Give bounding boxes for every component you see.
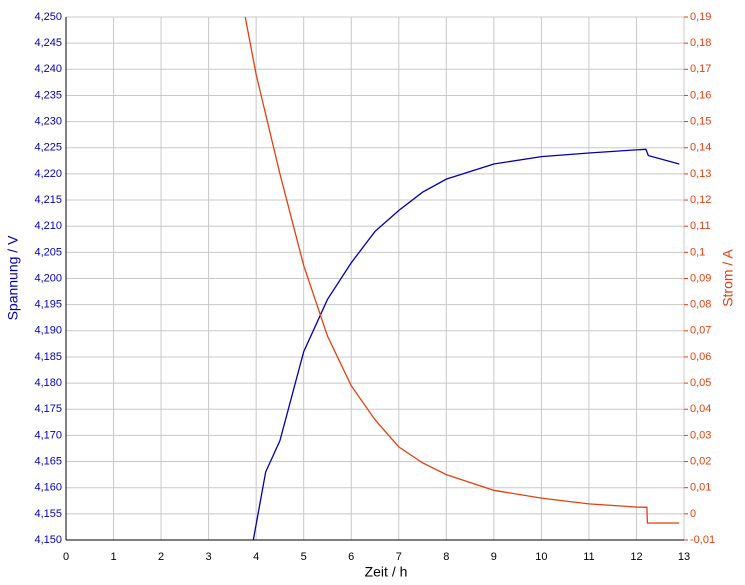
x-tick-label: 0 — [63, 551, 69, 563]
y-tick-label: 4,210 — [34, 220, 62, 232]
y2-tick-label: 0,05 — [690, 377, 711, 389]
data-line — [244, 16, 680, 524]
y-tick-label: 4,220 — [34, 168, 62, 180]
y-tick-label: 4,235 — [34, 89, 62, 101]
y-tick-label: 4,165 — [34, 455, 62, 467]
x-tick-label: 1 — [110, 551, 116, 563]
y2-tick-label: 0,17 — [690, 63, 711, 75]
y-tick-label: 4,160 — [34, 482, 62, 494]
y-tick-label: 4,240 — [34, 63, 62, 75]
y2-tick-label: 0,01 — [690, 482, 711, 494]
y-tick-label: 4,225 — [34, 142, 62, 154]
y-tick-label: 4,180 — [34, 377, 62, 389]
y2-tick-label: -0,01 — [690, 534, 715, 546]
y2-tick-label: 0,03 — [690, 429, 711, 441]
x-tick-label: 2 — [158, 551, 164, 563]
y-axis-title: Spannung / V — [5, 235, 21, 321]
y-tick-label: 4,230 — [34, 116, 62, 128]
y2-tick-label: 0,14 — [690, 142, 711, 154]
x-tick-label: 3 — [206, 551, 212, 563]
y2-tick-label: 0 — [690, 508, 696, 520]
y2-axis-title: Strom / A — [720, 249, 736, 307]
x-tick-label: 4 — [253, 551, 259, 563]
y-tick-label: 4,200 — [34, 272, 62, 284]
x-axis-title: Zeit / h — [365, 564, 408, 580]
y-tick-label: 4,175 — [34, 403, 62, 415]
x-tick-label: 6 — [348, 551, 354, 563]
y-tick-label: 4,155 — [34, 508, 62, 520]
y2-tick-label: 0,06 — [690, 351, 711, 363]
y-tick-label: 4,205 — [34, 246, 62, 258]
x-tick-label: 9 — [491, 551, 497, 563]
y2-tick-label: 0,15 — [690, 116, 711, 128]
y2-tick-label: 0,09 — [690, 272, 711, 284]
x-tick-label: 11 — [583, 551, 594, 563]
y-tick-label: 4,190 — [34, 325, 62, 337]
y2-tick-label: 0,02 — [690, 455, 711, 467]
x-tick-label: 12 — [630, 551, 642, 563]
x-tick-label: 8 — [443, 551, 449, 563]
x-tick-label: 5 — [301, 551, 307, 563]
y-tick-label: 4,170 — [34, 429, 62, 441]
y-tick-label: 4,250 — [34, 11, 62, 23]
x-tick-label: 10 — [535, 551, 547, 563]
y2-tick-label: 0,08 — [690, 299, 711, 311]
y-tick-label: 4,185 — [34, 351, 62, 363]
x-tick-label: 7 — [396, 551, 402, 563]
y2-tick-label: 0,11 — [690, 220, 711, 232]
y2-tick-label: 0,12 — [690, 194, 711, 206]
y2-tick-label: 0,16 — [690, 89, 711, 101]
x-tick-label: 13 — [678, 551, 690, 563]
y2-tick-label: 0,19 — [690, 11, 711, 23]
y2-tick-label: 0,18 — [690, 37, 711, 49]
y-tick-label: 4,195 — [34, 299, 62, 311]
y-tick-label: 4,215 — [34, 194, 62, 206]
y2-tick-label: 0,13 — [690, 168, 711, 180]
y-tick-label: 4,245 — [34, 37, 62, 49]
y2-tick-label: 0,04 — [690, 403, 711, 415]
y-tick-label: 4,150 — [34, 534, 62, 546]
data-line — [252, 148, 680, 541]
y2-tick-label: 0,1 — [690, 246, 705, 258]
y2-tick-label: 0,07 — [690, 325, 711, 337]
